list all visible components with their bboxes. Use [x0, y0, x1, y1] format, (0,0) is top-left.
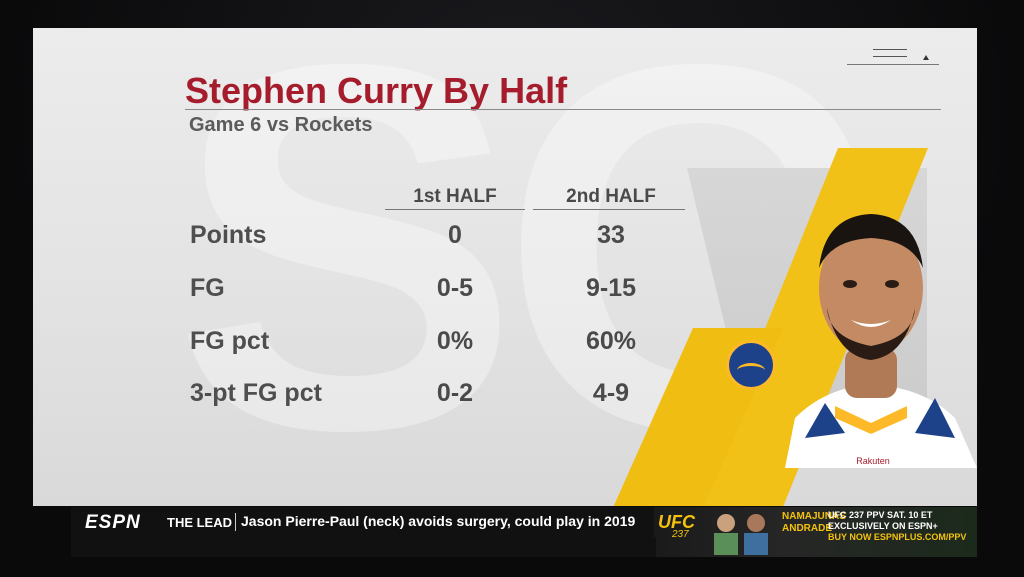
- cell-points-first-half: 0: [448, 221, 462, 249]
- ad-copy: UFC 237 PPV SAT. 10 ET EXCLUSIVELY ON ES…: [828, 510, 966, 543]
- cell-points-second-half: 33: [597, 221, 625, 249]
- ad-line-3: BUY NOW ESPNPLUS.COM/PPV: [828, 532, 967, 542]
- column-header-first-half: 1st HALF: [413, 186, 497, 207]
- column-header-second-half: 2nd HALF: [566, 186, 656, 207]
- ticker-separator: [235, 513, 236, 531]
- bottom-ticker: ESPN THE LEAD Jason Pierre-Paul (neck) a…: [71, 507, 977, 557]
- jersey-sponsor-text: Rakuten: [856, 456, 890, 466]
- ticker-headline: Jason Pierre-Paul (neck) avoids surgery,…: [241, 513, 636, 529]
- broadcast-screen: SC Stephen Curry By Half Game 6 vs Rocke…: [33, 28, 977, 506]
- row-label-3pt-fg-pct: 3-pt FG pct: [190, 379, 322, 407]
- ufc-event-number: 237: [672, 529, 689, 540]
- title-divider: [185, 109, 941, 110]
- ufc-logo: UFC: [658, 512, 695, 532]
- ad-fighter-names: NAMAJUNAS ANDRADE: [782, 511, 846, 535]
- cell-fg-first-half: 0-5: [436, 274, 474, 302]
- cell-3pt-fg-pct-second-half: 4-9: [592, 379, 630, 407]
- column-divider-first-half: [385, 209, 525, 210]
- cell-3pt-fg-pct-first-half: 0-2: [436, 379, 474, 407]
- ad-fighter-name-1: NAMAJUNAS: [782, 511, 846, 522]
- column-divider-second-half: [533, 209, 685, 210]
- graphic-title: Stephen Curry By Half: [185, 70, 568, 111]
- ad-fighter-name-2: ANDRADE: [782, 523, 832, 534]
- ufc-ad-banner: UFC 237 NAMAJUNAS ANDRADE UFC 237 PPV SA…: [654, 507, 977, 557]
- fighters-image: [714, 514, 768, 555]
- player-headshot: Rakuten: [785, 214, 977, 468]
- cell-fg-second-half: 9-15: [585, 274, 637, 302]
- espn-logo: ESPN: [85, 512, 141, 533]
- cell-fg-pct-second-half: 60%: [585, 327, 637, 355]
- graphic-subtitle: Game 6 vs Rockets: [189, 114, 373, 136]
- cell-fg-pct-first-half: 0%: [436, 327, 474, 355]
- corner-decoration: [847, 46, 939, 76]
- row-label-fg-pct: FG pct: [190, 327, 270, 355]
- ticker-lower-band: [71, 537, 656, 557]
- ad-line-2: EXCLUSIVELY ON ESPN+: [828, 521, 938, 531]
- row-label-points: Points: [190, 221, 267, 249]
- ad-line-1: UFC 237 PPV SAT. 10 ET: [828, 510, 933, 520]
- ticker-segment-label: THE LEAD: [167, 515, 232, 530]
- warriors-logo-icon: [726, 340, 776, 390]
- row-label-fg: FG: [190, 274, 225, 302]
